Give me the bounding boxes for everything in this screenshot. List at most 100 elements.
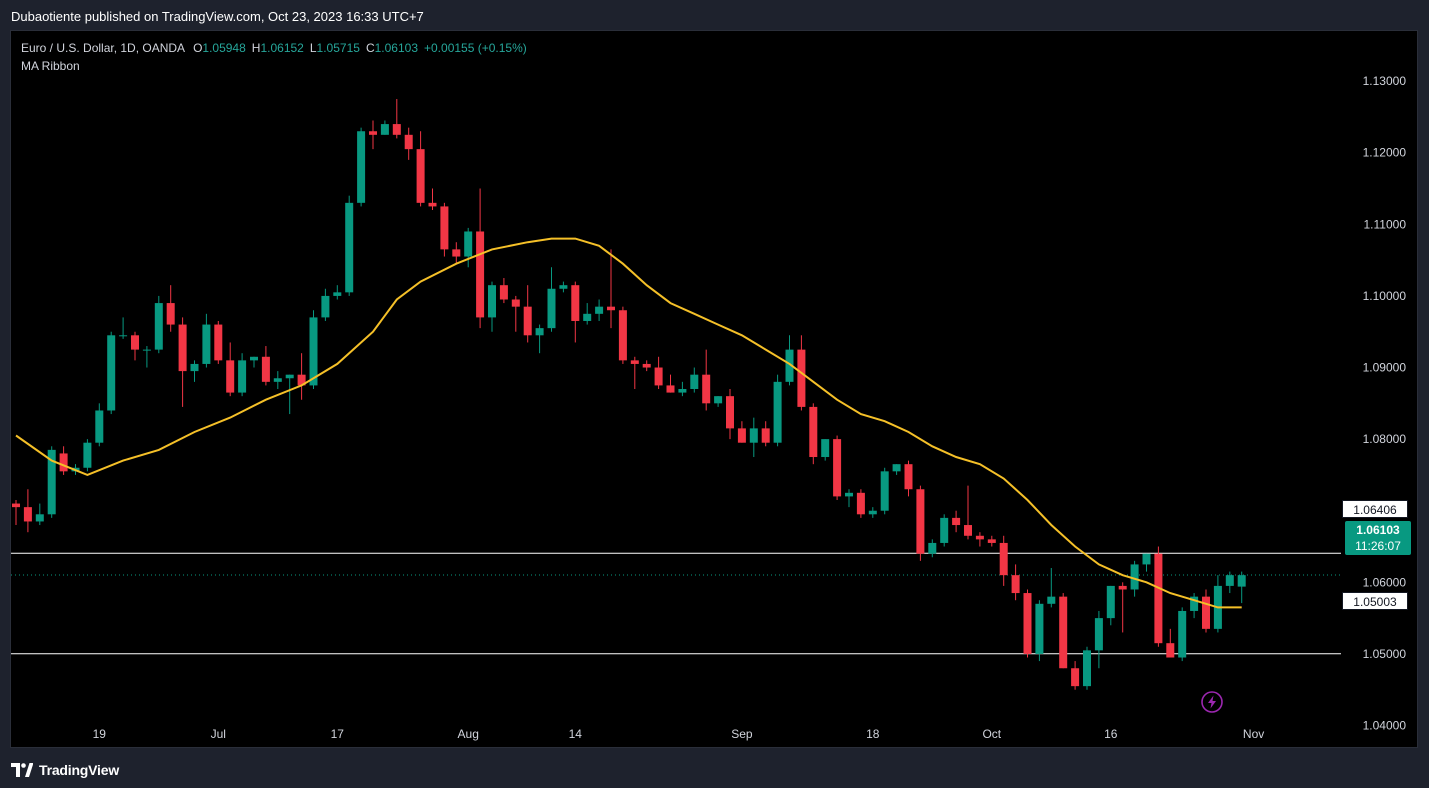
- tradingview-logo[interactable]: TradingView: [0, 762, 119, 778]
- candle-down: [214, 324, 223, 361]
- candle-up: [107, 335, 116, 411]
- candle-down: [1154, 553, 1163, 644]
- candle-down: [428, 202, 437, 207]
- upper-line-price-tag: 1.06406: [1342, 500, 1408, 518]
- candle-up: [547, 288, 556, 329]
- candle-up: [1225, 575, 1234, 586]
- candle-up: [785, 349, 794, 382]
- y-tick-label: 1.11000: [1364, 217, 1407, 231]
- candle-down: [1011, 575, 1020, 594]
- candle-up: [250, 356, 258, 361]
- candle-up: [1047, 596, 1056, 604]
- candle-up: [892, 464, 901, 472]
- candle-down: [666, 385, 675, 393]
- candle-down: [23, 507, 32, 522]
- candle-down: [987, 539, 996, 543]
- x-tick-label: Jul: [211, 727, 226, 741]
- y-tick-label: 1.08000: [1363, 432, 1407, 446]
- brand-name: TradingView: [39, 762, 120, 778]
- candle-down: [856, 492, 865, 515]
- y-tick-label: 1.05000: [1363, 647, 1407, 661]
- candle-down: [797, 349, 806, 407]
- candle-down: [369, 131, 377, 135]
- candle-up: [345, 202, 354, 293]
- candle-up: [309, 317, 318, 386]
- candle-up: [1106, 585, 1115, 619]
- candle-down: [618, 310, 627, 361]
- candle-down: [952, 517, 961, 526]
- close-label: C: [365, 41, 375, 55]
- candle-down: [404, 134, 413, 150]
- change-value: +0.00155 (+0.15%): [424, 41, 527, 55]
- candle-up: [273, 378, 282, 382]
- legend-symbol-row: Euro / U.S. Dollar, 1D, OANDA O 1.05948 …: [21, 39, 527, 57]
- candle-down: [440, 206, 449, 250]
- open-value: 1.05948: [202, 41, 246, 55]
- candle-down: [392, 124, 401, 135]
- candle-down: [261, 356, 270, 382]
- candle-down: [297, 374, 306, 386]
- candle-down: [1059, 596, 1068, 669]
- top-bar: Dubaotiente published on TradingView.com…: [0, 0, 1429, 30]
- x-tick-label: Sep: [731, 727, 753, 741]
- high-label: H: [251, 41, 261, 55]
- tradingview-logo-icon: [11, 763, 33, 777]
- flash-icon[interactable]: [1201, 691, 1223, 713]
- candle-down: [630, 360, 639, 364]
- candle-up: [880, 471, 889, 511]
- candle-up: [190, 363, 199, 372]
- candle-up: [821, 439, 830, 458]
- candle-up: [1190, 596, 1199, 611]
- candle-down: [916, 489, 925, 554]
- candle-up: [535, 328, 544, 336]
- candle-down: [59, 453, 68, 472]
- legend-symbol[interactable]: Euro / U.S. Dollar, 1D, OANDA: [21, 41, 186, 55]
- lower-line-price-tag: 1.05003: [1342, 592, 1408, 610]
- candle-down: [642, 363, 651, 368]
- x-tick-label: Aug: [458, 727, 479, 741]
- candle-down: [1023, 593, 1032, 654]
- candle-up: [1094, 618, 1103, 651]
- candle-up: [1130, 564, 1139, 590]
- candle-down: [523, 306, 532, 336]
- x-tick-label: 14: [569, 727, 583, 741]
- candle-down: [476, 231, 485, 318]
- y-tick-label: 1.06000: [1363, 575, 1407, 589]
- candle-down: [964, 525, 972, 536]
- candle-up: [154, 303, 163, 350]
- candle-down: [416, 149, 425, 203]
- x-tick-label: 18: [866, 727, 880, 741]
- candle-up: [47, 449, 56, 515]
- candle-up: [583, 313, 592, 321]
- candle-down: [975, 535, 984, 540]
- indicator-label[interactable]: MA Ribbon: [21, 59, 80, 73]
- candle-down: [999, 542, 1008, 576]
- candle-up: [773, 381, 782, 443]
- candle-down: [809, 406, 818, 458]
- candle-down: [737, 428, 746, 443]
- y-tick-label: 1.12000: [1363, 146, 1407, 160]
- candle-up: [928, 542, 937, 554]
- candle-down: [726, 396, 734, 429]
- candle-up: [690, 374, 699, 389]
- candle-down: [166, 303, 175, 325]
- chart-pane[interactable]: 1.13000 1.12000 1.11000 1.10000 1.09000 1.080…: [10, 30, 1418, 748]
- candle-up: [1035, 603, 1044, 654]
- candle-up: [714, 396, 723, 404]
- candle-up: [845, 492, 853, 497]
- candle-up: [83, 442, 92, 468]
- y-tick-label: 1.04000: [1363, 719, 1407, 733]
- candle-down: [1166, 643, 1175, 658]
- candle-down: [571, 285, 580, 321]
- y-tick-label: 1.10000: [1363, 289, 1407, 303]
- last-price-value: 1.06103: [1356, 523, 1400, 537]
- candle-up: [35, 514, 44, 522]
- candle-up: [464, 231, 473, 257]
- publisher-caption: Dubaotiente published on TradingView.com…: [11, 8, 424, 24]
- x-tick-label: Nov: [1243, 727, 1264, 741]
- low-value: 1.05715: [316, 41, 360, 55]
- y-tick-label: 1.13000: [1363, 74, 1407, 88]
- candlestick-chart[interactable]: 1.13000 1.12000 1.11000 1.10000 1.09000 1.080…: [11, 31, 1417, 747]
- footer: TradingView: [0, 756, 1429, 784]
- candle-down: [178, 324, 187, 372]
